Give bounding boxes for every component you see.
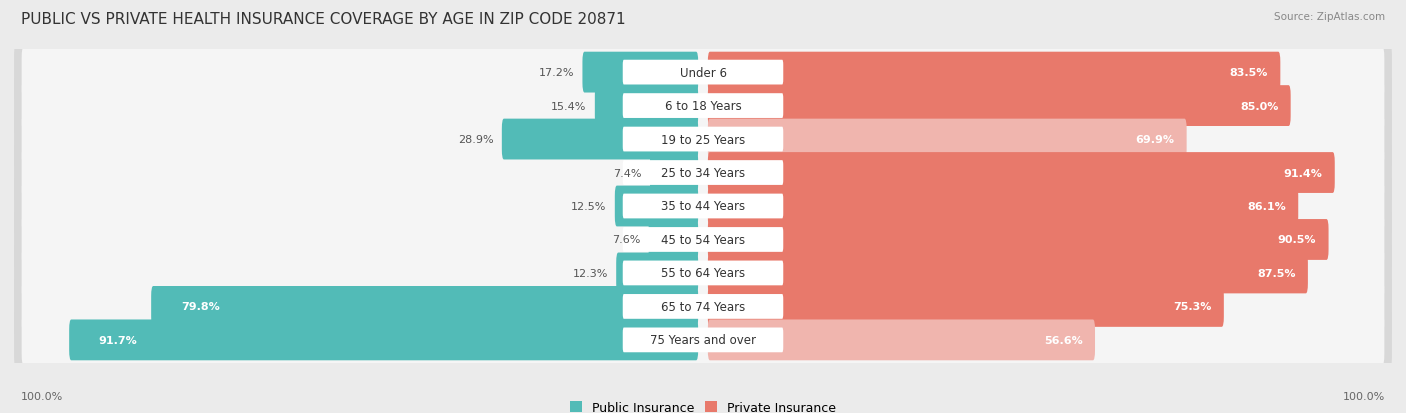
Text: 100.0%: 100.0% bbox=[1343, 391, 1385, 401]
Text: 69.9%: 69.9% bbox=[1135, 135, 1174, 145]
FancyBboxPatch shape bbox=[623, 328, 783, 352]
FancyBboxPatch shape bbox=[21, 46, 1385, 100]
Text: 7.4%: 7.4% bbox=[613, 168, 641, 178]
FancyBboxPatch shape bbox=[623, 127, 783, 152]
FancyBboxPatch shape bbox=[623, 94, 783, 119]
FancyBboxPatch shape bbox=[14, 242, 1392, 305]
FancyBboxPatch shape bbox=[707, 86, 1291, 127]
FancyBboxPatch shape bbox=[14, 108, 1392, 171]
FancyBboxPatch shape bbox=[21, 113, 1385, 167]
Text: 100.0%: 100.0% bbox=[21, 391, 63, 401]
Text: 91.7%: 91.7% bbox=[98, 335, 138, 345]
FancyBboxPatch shape bbox=[623, 194, 783, 219]
FancyBboxPatch shape bbox=[14, 175, 1392, 238]
Text: 90.5%: 90.5% bbox=[1278, 235, 1316, 245]
FancyBboxPatch shape bbox=[707, 220, 1329, 260]
Text: 87.5%: 87.5% bbox=[1257, 268, 1295, 278]
Text: 75.3%: 75.3% bbox=[1173, 301, 1212, 312]
Text: 86.1%: 86.1% bbox=[1247, 202, 1286, 211]
Text: 12.5%: 12.5% bbox=[571, 202, 606, 211]
FancyBboxPatch shape bbox=[14, 309, 1392, 372]
FancyBboxPatch shape bbox=[707, 286, 1223, 327]
Text: 55 to 64 Years: 55 to 64 Years bbox=[661, 267, 745, 280]
FancyBboxPatch shape bbox=[14, 275, 1392, 338]
FancyBboxPatch shape bbox=[21, 146, 1385, 200]
FancyBboxPatch shape bbox=[648, 220, 699, 260]
FancyBboxPatch shape bbox=[21, 280, 1385, 334]
Text: Under 6: Under 6 bbox=[679, 66, 727, 79]
FancyBboxPatch shape bbox=[14, 208, 1392, 272]
FancyBboxPatch shape bbox=[14, 141, 1392, 205]
FancyBboxPatch shape bbox=[14, 41, 1392, 104]
Text: 91.4%: 91.4% bbox=[1284, 168, 1323, 178]
Text: 35 to 44 Years: 35 to 44 Years bbox=[661, 200, 745, 213]
Text: 17.2%: 17.2% bbox=[538, 68, 574, 78]
Text: 28.9%: 28.9% bbox=[458, 135, 494, 145]
FancyBboxPatch shape bbox=[21, 313, 1385, 367]
FancyBboxPatch shape bbox=[152, 286, 699, 327]
Text: 83.5%: 83.5% bbox=[1230, 68, 1268, 78]
Text: 15.4%: 15.4% bbox=[551, 101, 586, 112]
FancyBboxPatch shape bbox=[582, 52, 699, 93]
Text: 85.0%: 85.0% bbox=[1240, 101, 1278, 112]
FancyBboxPatch shape bbox=[616, 253, 699, 294]
Text: 12.3%: 12.3% bbox=[572, 268, 607, 278]
Text: 25 to 34 Years: 25 to 34 Years bbox=[661, 166, 745, 180]
Text: Source: ZipAtlas.com: Source: ZipAtlas.com bbox=[1274, 12, 1385, 22]
FancyBboxPatch shape bbox=[623, 61, 783, 85]
FancyBboxPatch shape bbox=[21, 180, 1385, 233]
FancyBboxPatch shape bbox=[707, 320, 1095, 361]
Text: 7.6%: 7.6% bbox=[612, 235, 640, 245]
Legend: Public Insurance, Private Insurance: Public Insurance, Private Insurance bbox=[569, 401, 837, 413]
Text: 19 to 25 Years: 19 to 25 Years bbox=[661, 133, 745, 146]
FancyBboxPatch shape bbox=[69, 320, 699, 361]
Text: 45 to 54 Years: 45 to 54 Years bbox=[661, 233, 745, 247]
Text: 6 to 18 Years: 6 to 18 Years bbox=[665, 100, 741, 113]
FancyBboxPatch shape bbox=[623, 261, 783, 286]
FancyBboxPatch shape bbox=[623, 294, 783, 319]
FancyBboxPatch shape bbox=[21, 79, 1385, 133]
FancyBboxPatch shape bbox=[707, 186, 1298, 227]
FancyBboxPatch shape bbox=[21, 246, 1385, 300]
FancyBboxPatch shape bbox=[502, 119, 699, 160]
FancyBboxPatch shape bbox=[623, 161, 783, 185]
FancyBboxPatch shape bbox=[614, 186, 699, 227]
Text: 75 Years and over: 75 Years and over bbox=[650, 334, 756, 347]
FancyBboxPatch shape bbox=[21, 213, 1385, 267]
Text: 79.8%: 79.8% bbox=[181, 301, 219, 312]
FancyBboxPatch shape bbox=[595, 86, 699, 127]
FancyBboxPatch shape bbox=[623, 228, 783, 252]
FancyBboxPatch shape bbox=[707, 52, 1281, 93]
Text: 65 to 74 Years: 65 to 74 Years bbox=[661, 300, 745, 313]
FancyBboxPatch shape bbox=[707, 153, 1334, 193]
FancyBboxPatch shape bbox=[707, 253, 1308, 294]
FancyBboxPatch shape bbox=[650, 153, 699, 193]
FancyBboxPatch shape bbox=[14, 75, 1392, 138]
Text: 56.6%: 56.6% bbox=[1043, 335, 1083, 345]
FancyBboxPatch shape bbox=[707, 119, 1187, 160]
Text: PUBLIC VS PRIVATE HEALTH INSURANCE COVERAGE BY AGE IN ZIP CODE 20871: PUBLIC VS PRIVATE HEALTH INSURANCE COVER… bbox=[21, 12, 626, 27]
